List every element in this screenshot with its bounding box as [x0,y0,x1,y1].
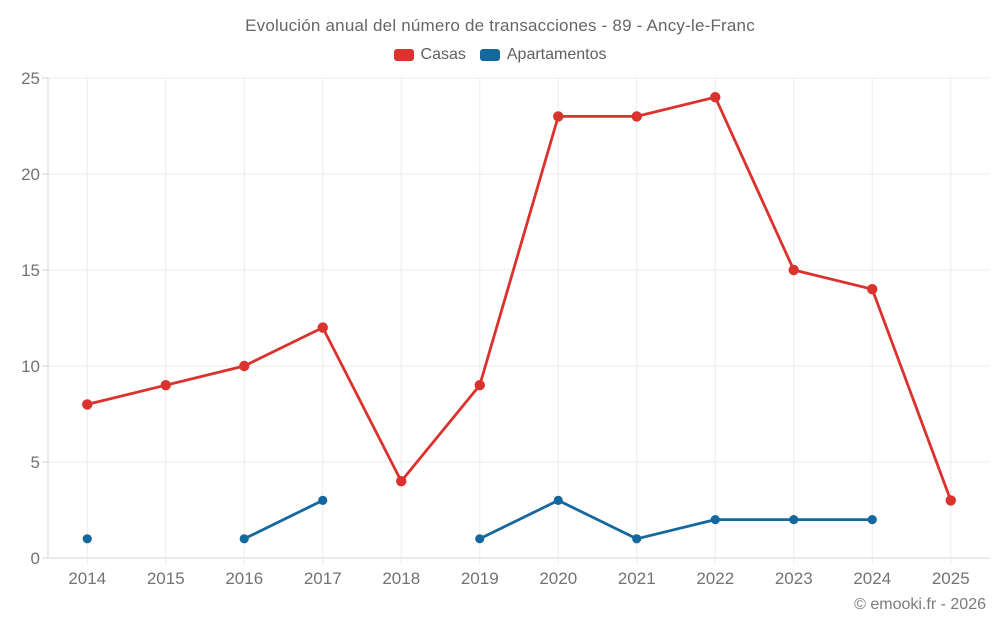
legend: Casas Apartamentos [0,46,1000,64]
data-point-apartamentos-2022[interactable] [710,515,720,525]
data-point-apartamentos-2021[interactable] [632,534,642,544]
data-point-casas-2014[interactable] [82,399,93,410]
svg-text:2024: 2024 [853,569,891,588]
svg-text:15: 15 [21,261,40,280]
series-apartamentos [82,495,877,544]
data-point-casas-2019[interactable] [474,380,485,391]
data-point-casas-2023[interactable] [788,264,799,276]
legend-item-apartamentos[interactable]: Apartamentos [479,46,607,64]
x-axis-labels: 2014 2015 2016 2017 2018 2019 2020 2021 2022 2023… [68,569,969,588]
data-point-casas-2015[interactable] [160,380,171,391]
svg-text:2018: 2018 [382,569,420,588]
svg-text:0: 0 [31,549,40,568]
data-point-apartamentos-2017[interactable] [318,495,328,505]
svg-text:25: 25 [21,69,40,88]
svg-text:2025: 2025 [932,569,970,588]
data-point-casas-2016[interactable] [239,360,250,372]
data-point-apartamentos-2014[interactable] [82,534,92,544]
data-point-casas-2018[interactable] [396,476,407,487]
svg-text:5: 5 [31,453,40,472]
data-point-casas-2017[interactable] [317,322,328,333]
attribution: © emooki.fr - 2026 [854,596,986,613]
svg-text:2015: 2015 [147,569,185,588]
legend-label-apartamentos: Apartamentos [506,46,607,63]
data-point-apartamentos-2023[interactable] [789,515,799,525]
series-casas [82,92,956,506]
gridlines [42,77,990,564]
data-point-apartamentos-2024[interactable] [867,515,877,525]
svg-text:2020: 2020 [539,569,577,588]
svg-text:10: 10 [21,357,40,376]
svg-text:2023: 2023 [775,569,813,588]
svg-text:2016: 2016 [225,569,263,588]
apartamentos-swatch-icon [479,49,500,61]
svg-text:2021: 2021 [618,569,656,588]
data-point-apartamentos-2019[interactable] [475,534,485,544]
svg-text:2014: 2014 [68,569,106,588]
data-point-casas-2025[interactable] [945,495,956,506]
data-point-casas-2020[interactable] [553,111,564,122]
legend-label-casas: Casas [420,46,466,63]
data-point-apartamentos-2020[interactable] [553,495,563,505]
data-point-casas-2024[interactable] [867,284,878,295]
svg-text:20: 20 [21,165,40,184]
legend-item-casas[interactable]: Casas [393,46,466,64]
data-point-casas-2022[interactable] [710,92,721,103]
data-point-apartamentos-2016[interactable] [239,534,249,544]
svg-text:2019: 2019 [461,569,499,588]
svg-text:2017: 2017 [304,569,342,588]
casas-swatch-icon [393,49,414,61]
y-axis-labels: 0 5 10 15 20 25 [21,69,40,568]
data-point-casas-2021[interactable] [631,111,642,122]
chart-title: Evolución anual del número de transaccio… [245,16,755,35]
svg-text:2022: 2022 [696,569,734,588]
